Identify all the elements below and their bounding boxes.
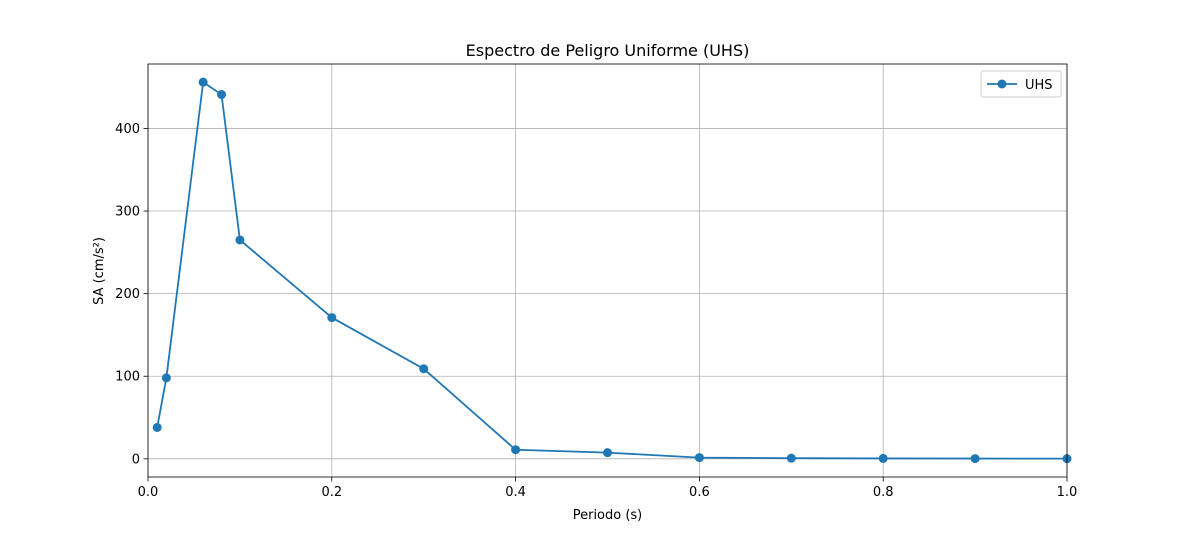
x-axis-label: Periodo (s) [573, 508, 643, 523]
data-point [511, 445, 521, 455]
legend-box [980, 70, 1062, 98]
x-ticks: 0.0 0.2 0.4 0.6 0.8 1.0 [138, 477, 1078, 500]
x-tick-label: 0.8 [873, 485, 894, 500]
legend-label-uhs: UHS [1025, 78, 1053, 93]
data-point [603, 448, 612, 458]
data-point [878, 453, 888, 463]
y-tick-label: 400 [115, 122, 140, 137]
y-tick-label: 0 [132, 452, 140, 467]
plot-frame [147, 63, 1068, 478]
y-tick-label: 200 [115, 287, 140, 302]
data-point [235, 235, 245, 245]
data-point [198, 77, 208, 87]
x-tick-label: 1.0 [1057, 485, 1078, 500]
y-ticks: 0 100 200 300 400 [115, 122, 148, 467]
y-tick-label: 100 [115, 370, 140, 385]
x-tick-label: 0.0 [138, 485, 159, 500]
data-point [970, 454, 980, 464]
data-point [694, 453, 704, 463]
data-point [327, 313, 337, 323]
data-point [161, 373, 171, 383]
series-layer [152, 77, 1072, 464]
y-axis-label: SA (cm/s²) [92, 237, 107, 305]
chart-title: Espectro de Peligro Uniforme (UHS) [466, 41, 750, 60]
legend: UHS [980, 70, 1062, 98]
data-point [217, 90, 227, 100]
y-tick-label: 300 [115, 205, 140, 220]
axes-frame [147, 63, 1068, 478]
x-tick-label: 0.2 [321, 485, 342, 500]
data-point [152, 422, 162, 432]
legend-marker [997, 79, 1007, 89]
data-point [419, 364, 429, 374]
x-tick-label: 0.4 [505, 485, 526, 500]
x-tick-label: 0.6 [689, 485, 710, 500]
data-point [786, 453, 796, 463]
